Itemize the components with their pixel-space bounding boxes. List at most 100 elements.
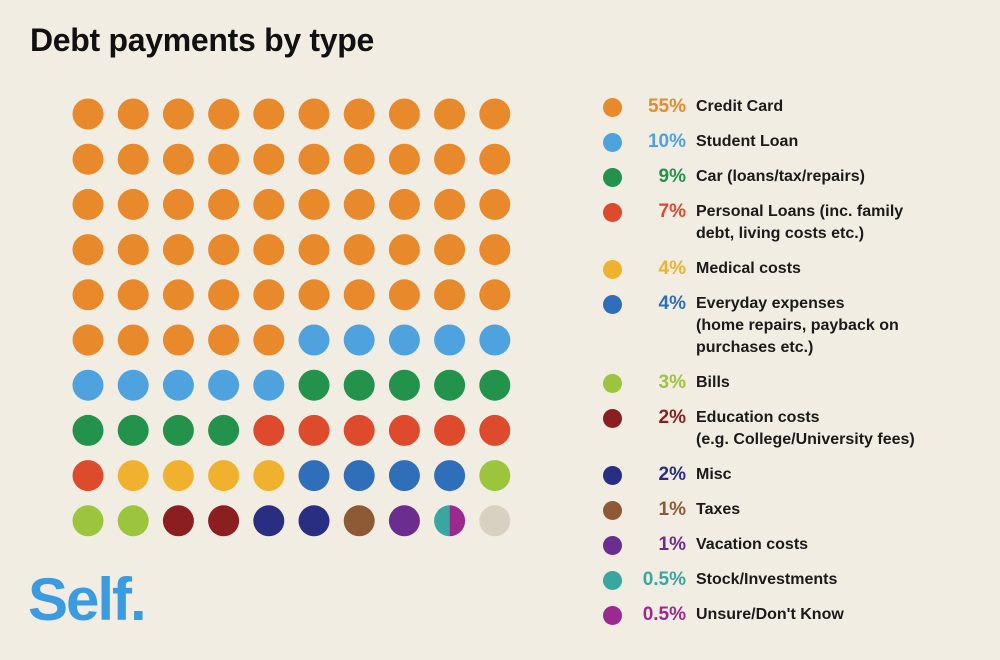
legend-item: 0.5% Stock/Investments (603, 569, 998, 591)
waffle-dot (479, 98, 511, 130)
waffle-dot (388, 324, 420, 356)
waffle-dot (162, 505, 194, 537)
legend-label: Vacation costs (696, 536, 809, 553)
waffle-dot (117, 460, 149, 492)
waffle-dot (208, 234, 240, 266)
waffle-dot (253, 414, 285, 446)
waffle-dot (343, 369, 375, 401)
waffle-dot (72, 369, 104, 401)
legend-swatch (603, 466, 622, 485)
legend-swatch (603, 98, 622, 117)
waffle-dot (434, 234, 466, 266)
waffle-dot (117, 234, 149, 266)
waffle-dot (479, 324, 511, 356)
legend-swatch (603, 409, 622, 428)
waffle-dot (343, 143, 375, 175)
waffle-dot (479, 414, 511, 446)
waffle-dot (343, 279, 375, 311)
legend-percent: 4% (658, 293, 686, 314)
legend-label: Stock/Investments (696, 571, 838, 588)
waffle-dot (479, 188, 511, 220)
waffle-dot (388, 460, 420, 492)
legend-label: Student Loan (696, 133, 799, 150)
legend-percent: 0.5% (642, 569, 686, 590)
waffle-dot (162, 188, 194, 220)
waffle-dot (298, 369, 330, 401)
legend-percent: 1% (658, 534, 686, 555)
legend-label: Everyday expenses (home repairs, payback… (696, 295, 899, 356)
waffle-dot (343, 188, 375, 220)
waffle-dot (434, 279, 466, 311)
waffle-half-dot-left (434, 505, 450, 537)
legend-label: Car (loans/tax/repairs) (696, 168, 865, 185)
waffle-dot (117, 414, 149, 446)
legend-percent: 3% (658, 372, 686, 393)
waffle-dot (343, 460, 375, 492)
waffle-dot (117, 505, 149, 537)
legend-item: 9% Car (loans/tax/repairs) (603, 166, 998, 188)
waffle-dot (343, 414, 375, 446)
legend-percent: 2% (658, 464, 686, 485)
waffle-dot (208, 324, 240, 356)
waffle-dot (162, 234, 194, 266)
legend-percent: 2% (658, 407, 686, 428)
waffle-dot (117, 143, 149, 175)
waffle-dot (388, 279, 420, 311)
waffle-dot (479, 369, 511, 401)
waffle-dot (72, 143, 104, 175)
waffle-dot (208, 188, 240, 220)
waffle-dot (208, 143, 240, 175)
waffle-dot (388, 143, 420, 175)
waffle-dot (298, 234, 330, 266)
waffle-dot (117, 98, 149, 130)
legend-item: 7% Personal Loans (inc. family debt, livi… (603, 201, 998, 245)
waffle-dot (343, 98, 375, 130)
legend-swatch (603, 168, 622, 187)
legend-label: Credit Card (696, 98, 784, 115)
legend-item: 2% Misc (603, 464, 998, 486)
waffle-dot (298, 279, 330, 311)
waffle-dot (117, 188, 149, 220)
waffle-dot (72, 188, 104, 220)
waffle-dot (162, 98, 194, 130)
legend-swatch (603, 374, 622, 393)
waffle-dot (72, 414, 104, 446)
waffle-dot (298, 505, 330, 537)
waffle-dot (479, 143, 511, 175)
legend-item: 4% Everyday expenses (home repairs, payba… (603, 293, 998, 359)
waffle-dot (72, 460, 104, 492)
waffle-dot (117, 279, 149, 311)
legend-label: Misc (696, 466, 732, 483)
waffle-dot (298, 98, 330, 130)
waffle-dot (298, 324, 330, 356)
waffle-dot (253, 505, 285, 537)
waffle-dot (162, 279, 194, 311)
waffle-dot (208, 279, 240, 311)
chart-title: Debt payments by type (30, 22, 375, 58)
legend-percent: 55% (647, 96, 686, 117)
waffle-dot (162, 414, 194, 446)
legend-label: Personal Loans (inc. family debt, living… (696, 203, 904, 242)
waffle-dot (208, 414, 240, 446)
waffle-dot (162, 369, 194, 401)
waffle-half-dot-right (449, 505, 466, 537)
waffle-dot (162, 324, 194, 356)
legend-label: Education costs (e.g. College/University… (696, 409, 915, 448)
waffle-dot (479, 460, 511, 492)
waffle-dot (434, 324, 466, 356)
waffle-dot (253, 460, 285, 492)
waffle-dot (388, 369, 420, 401)
legend-item: 3% Bills (603, 372, 998, 394)
waffle-dot (162, 143, 194, 175)
waffle-dot (388, 98, 420, 130)
legend-percent: 1% (658, 499, 686, 520)
waffle-dot (253, 143, 285, 175)
legend-label: Medical costs (696, 260, 801, 277)
legend-item: 55% Credit Card (603, 96, 998, 118)
waffle-dot (117, 369, 149, 401)
waffle-dot (388, 505, 420, 537)
legend-swatch (603, 203, 622, 222)
waffle-dot (208, 460, 240, 492)
waffle-dot (479, 234, 511, 266)
legend-swatch (603, 295, 622, 314)
